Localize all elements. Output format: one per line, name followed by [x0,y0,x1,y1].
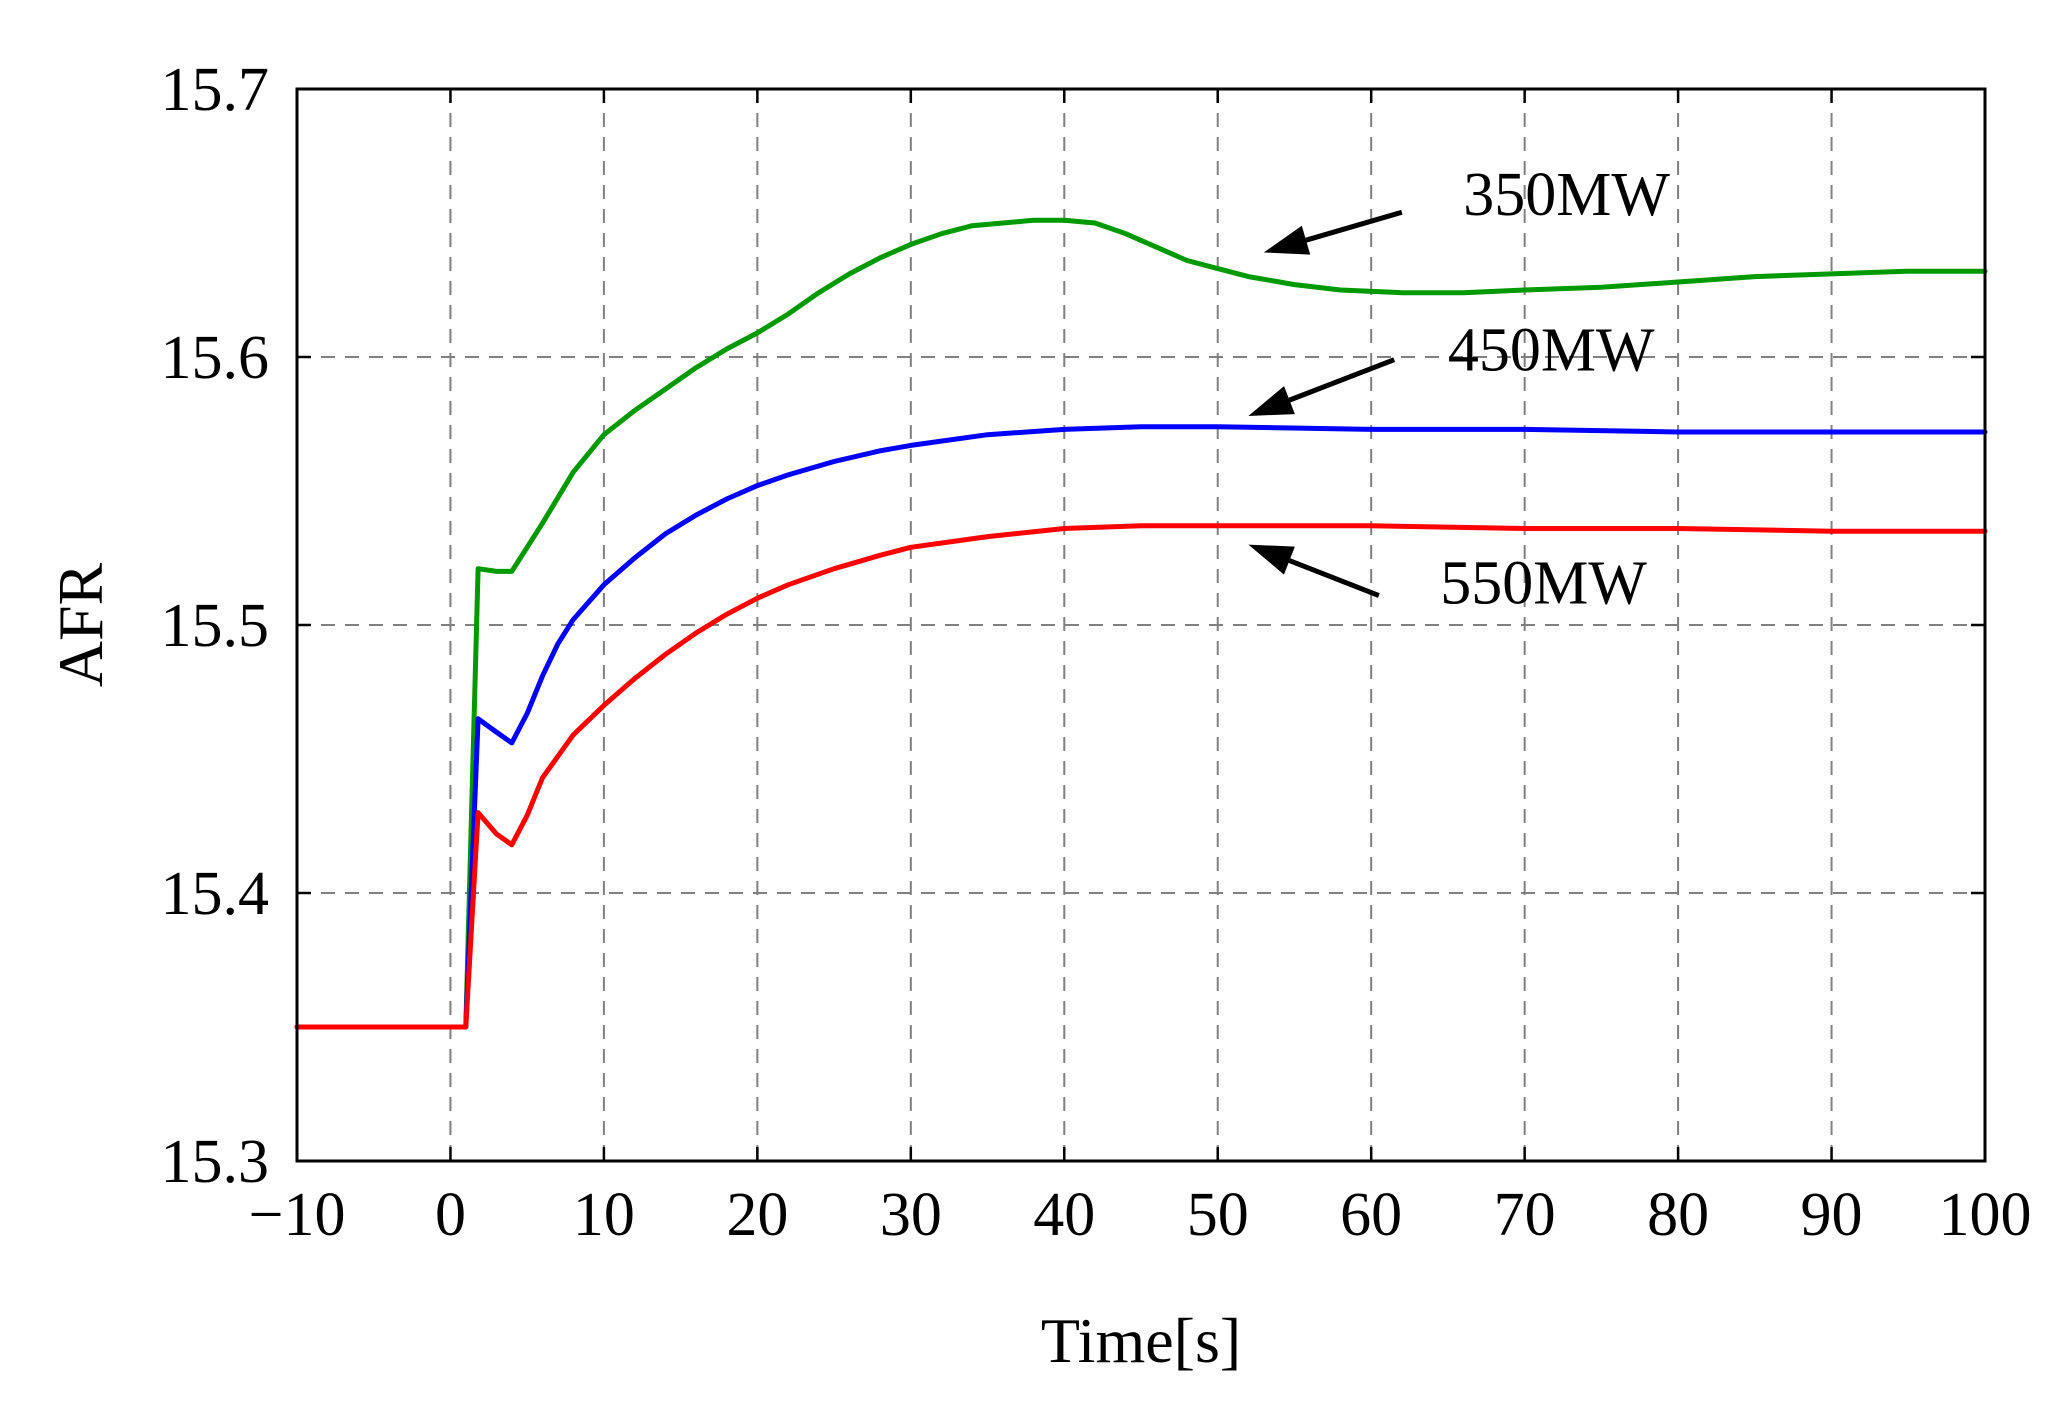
arrow-shaft-550mw [1288,558,1380,598]
annotation-label-350mw: 350MW [1463,161,1670,229]
x-tick-label: 0 [435,1181,466,1249]
y-axis-label: AFR [45,562,116,687]
y-tick-label: 15.7 [161,56,270,124]
x-tick-label: 70 [1494,1181,1556,1249]
x-tick-label: 50 [1187,1181,1249,1249]
series-line-550mw [294,523,1988,1030]
y-tick-label: 15.4 [161,860,270,928]
arrow-head-450mw [1248,386,1295,416]
x-axis-tick-labels: −10 0 10 20 30 40 50 60 70 80 90 100 [249,1181,2032,1249]
x-tick-label: 40 [1033,1181,1095,1249]
x-axis-label: Time[s] [1041,1305,1241,1376]
x-tick-label: 80 [1647,1181,1709,1249]
series-annotations: 350MW 450MW 550MW [1248,161,1670,618]
arrow-head-550mw [1248,544,1295,575]
x-tick-label: 100 [1939,1181,2032,1249]
annotation-label-550mw: 550MW [1440,550,1647,618]
annotation-label-450mw: 450MW [1448,316,1655,384]
axis-ticks [295,87,1987,1163]
arrow-shaft-450mw [1288,357,1396,403]
x-tick-label: 20 [726,1181,788,1249]
x-tick-label: 10 [573,1181,635,1249]
arrow-shaft-350mw [1305,209,1403,243]
x-tick-label: −10 [249,1181,346,1249]
series-line-350mw [294,217,1988,1030]
arrow-head-350mw [1263,225,1311,255]
y-axis-tick-labels: 15.3 15.4 15.5 15.6 15.7 [161,56,270,1196]
x-tick-label: 60 [1340,1181,1402,1249]
grid [297,89,1985,1161]
series-lines [294,217,1988,1030]
y-tick-label: 15.5 [161,592,270,660]
x-tick-label: 90 [1801,1181,1863,1249]
x-tick-label: 30 [880,1181,942,1249]
series-line-450mw [294,424,1988,1030]
y-tick-label: 15.6 [161,324,270,392]
y-tick-label: 15.3 [161,1128,270,1196]
